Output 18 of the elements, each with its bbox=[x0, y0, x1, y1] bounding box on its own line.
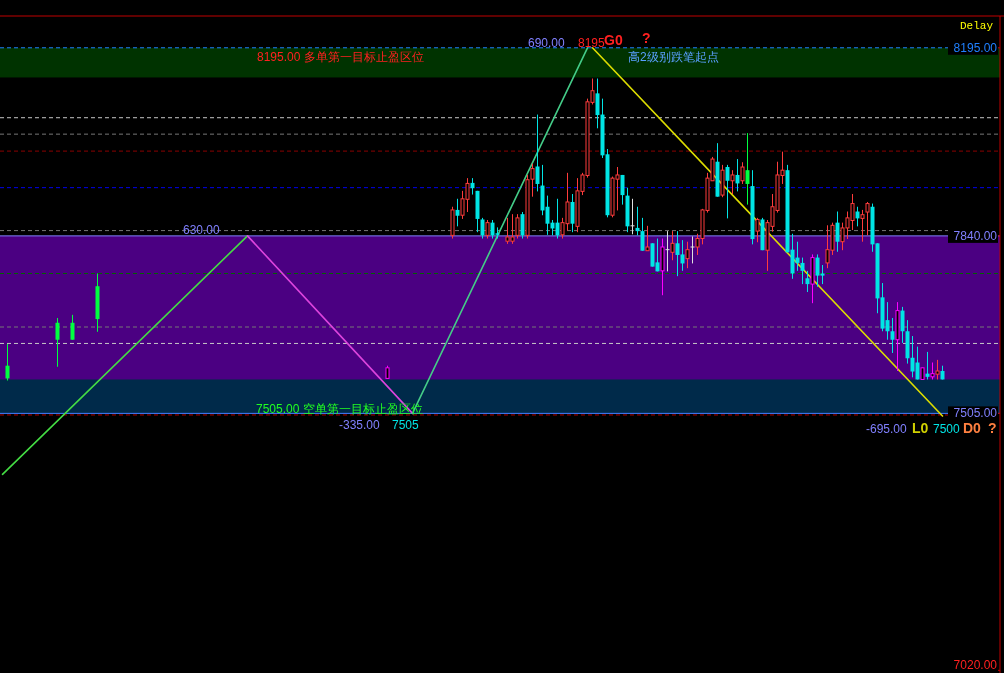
y-tick-label: 7505.00 bbox=[953, 406, 998, 421]
y-tick-label: 8195.00 bbox=[953, 40, 998, 55]
annotation: -695.00 bbox=[866, 422, 908, 436]
annotation: ? bbox=[642, 30, 651, 46]
annotation: 7505 bbox=[392, 418, 420, 432]
annotation: G0 bbox=[604, 32, 623, 48]
annotation: 8195.00 多单第一目标止盈区位 bbox=[257, 50, 424, 64]
annotation: 690.00 bbox=[528, 36, 566, 50]
annotation: -335.00 bbox=[339, 418, 381, 432]
annotation: 7500 bbox=[933, 422, 961, 436]
annotation: 630.00 bbox=[183, 223, 221, 237]
y-tick-label: 7020.00 bbox=[953, 658, 998, 672]
annotation: Delay bbox=[960, 20, 994, 32]
annotation: 高2级别跌笔起点 bbox=[628, 50, 719, 64]
y-tick-label: 7840.00 bbox=[953, 228, 998, 243]
annotation: L0 bbox=[912, 420, 929, 436]
annotation: ? bbox=[988, 420, 997, 436]
annotation: D0 bbox=[963, 420, 982, 436]
